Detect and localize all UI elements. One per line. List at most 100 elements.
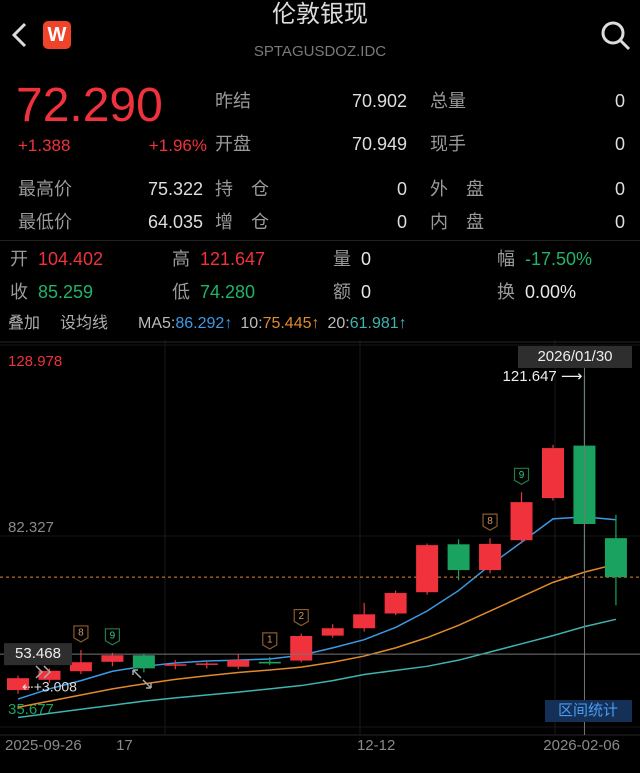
ohlc-value: 104.402	[38, 249, 104, 269]
separator	[0, 240, 640, 241]
stat-label: 开盘	[215, 134, 251, 154]
marker-flag	[482, 513, 498, 531]
ma-value: 61.981↑	[349, 315, 407, 332]
x-tick-label: 12-12	[357, 737, 395, 754]
stat-label: 持 仓	[215, 179, 269, 199]
last-price: 72.290	[16, 79, 163, 132]
stat-label: 最高价	[18, 179, 72, 199]
stat-value: 0	[396, 212, 407, 232]
marker-label: 9	[519, 470, 525, 481]
zoom-icon	[132, 669, 152, 689]
candle-body	[227, 660, 250, 667]
ma-row: 叠加 设均线 MA5:86.292↑ 10:75.445↑ 20:61.981↑	[8, 316, 415, 332]
marker-label: 8	[487, 516, 493, 527]
candle-body	[38, 670, 61, 680]
x-tick-label: 2026-02-06	[543, 737, 620, 754]
ohlc-label: 量	[333, 249, 351, 269]
ohlc-label: 幅	[497, 249, 515, 269]
ohlc-label: 收	[10, 282, 28, 302]
candle-body	[101, 655, 124, 662]
change-percent: +1.96%	[148, 136, 207, 155]
toolbar-button[interactable]: 设均线	[60, 315, 109, 332]
marker-label: 2	[298, 611, 304, 622]
ohlc-value: 0.00%	[525, 282, 577, 302]
ohlc-value: 0	[361, 249, 372, 269]
scroll-icon	[35, 665, 52, 679]
candle-body	[510, 502, 533, 541]
marker-flag	[293, 608, 309, 627]
annotation: ⇠+3.008	[22, 679, 77, 695]
range-stats-button[interactable]	[545, 700, 632, 722]
ma-name: MA5:	[138, 315, 176, 332]
candle-body	[541, 448, 564, 499]
marker-flag	[73, 625, 89, 643]
symbol-code: SPTAGUSDOZ.IDC	[253, 43, 387, 60]
stat-value: 0	[614, 134, 625, 154]
crosshair-x-box	[518, 346, 632, 368]
candle-body	[69, 662, 92, 672]
candle-body	[195, 663, 218, 665]
stat-value: 75.322	[147, 179, 203, 199]
ma-line	[17, 618, 617, 719]
ohlc-value: -17.50%	[525, 249, 593, 269]
logo: W	[43, 21, 71, 49]
ohlc-value: 0	[361, 282, 372, 302]
range-stats-label[interactable]: 区间统计	[558, 702, 618, 719]
title: 伦敦银现	[272, 1, 368, 28]
ohlc-label: 开	[10, 249, 28, 269]
candle-body	[384, 593, 407, 614]
ma-value: 75.445↑	[262, 315, 320, 332]
candle-body	[164, 664, 187, 666]
change: +1.388	[18, 136, 71, 155]
candle-body	[321, 628, 344, 636]
x-tick-label: 2025-09-26	[5, 737, 82, 754]
ohlc-label: 换	[497, 282, 515, 302]
stat-value: 0	[396, 179, 407, 199]
ma-line	[17, 516, 616, 700]
stat-label: 外 盘	[430, 179, 484, 199]
marker-label: 1	[267, 635, 273, 646]
stat-value: 0	[614, 212, 625, 232]
search-button[interactable]	[598, 18, 634, 54]
candle-body	[416, 545, 439, 593]
marker-label: 8	[78, 628, 84, 639]
back-button[interactable]	[8, 20, 32, 50]
ma-value: 86.292↑	[175, 315, 233, 332]
ohlc-value: 74.280	[200, 282, 256, 302]
stat-value: 0	[614, 91, 625, 111]
stat-label: 现手	[430, 134, 466, 154]
candle-body	[604, 538, 627, 578]
stat-value: 64.035	[147, 212, 203, 232]
x-tick-label: 17	[116, 737, 133, 754]
marker-label: 9	[110, 630, 116, 641]
stat-value: 0	[614, 179, 625, 199]
y-tick-label: 128.978	[8, 353, 62, 370]
y-tick-label: 82.327	[8, 519, 54, 536]
stat-value: 70.949	[351, 134, 407, 154]
stat-label: 总量	[430, 91, 466, 111]
stat-label: 昨结	[215, 91, 251, 111]
candle-body	[7, 678, 29, 691]
ohlc-label: 额	[333, 282, 351, 302]
candle-body	[290, 636, 313, 661]
candle-body	[353, 614, 376, 629]
ma-line	[17, 563, 617, 708]
stat-value: 70.902	[351, 91, 407, 111]
ohlc-value: 85.259	[38, 282, 94, 302]
candle-body	[258, 661, 281, 664]
marker-flag	[262, 632, 278, 650]
crosshair-y-box	[4, 643, 72, 666]
marker-flag	[104, 628, 121, 646]
toolbar-button[interactable]: 叠加	[8, 315, 41, 332]
crosshair-x-label: 2026/01/30	[537, 348, 612, 365]
ohlc-value: 121.647	[200, 249, 266, 269]
stat-label: 增 仓	[215, 212, 269, 232]
candle-body	[479, 543, 502, 571]
stat-label: 内 盘	[430, 212, 484, 232]
ohlc-label: 高	[172, 249, 190, 269]
stat-label: 最低价	[18, 212, 72, 232]
ohlc-label: 低	[172, 282, 190, 302]
marker-flag	[513, 467, 530, 485]
